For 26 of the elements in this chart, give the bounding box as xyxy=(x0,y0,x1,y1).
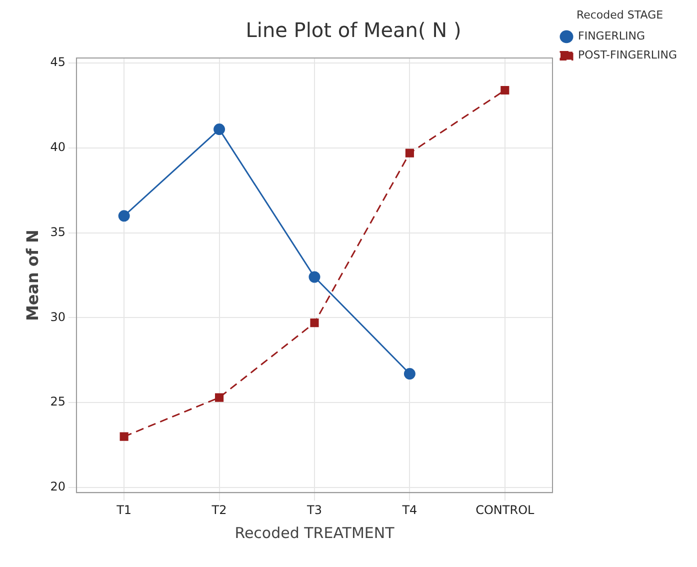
point xyxy=(310,318,319,328)
point xyxy=(118,210,130,222)
point xyxy=(214,124,226,136)
point xyxy=(404,368,416,380)
legend-label: POST-FINGERLING xyxy=(578,48,678,62)
y-tick-label: 30 xyxy=(50,310,66,324)
x-tick-label: T3 xyxy=(306,502,322,517)
y-axis-title: Mean of N xyxy=(22,230,42,322)
x-tick-label: T2 xyxy=(210,502,227,517)
point xyxy=(500,86,510,95)
x-tick-label: T1 xyxy=(116,502,132,517)
point xyxy=(214,393,224,402)
point xyxy=(308,271,320,283)
y-tick-label: 45 xyxy=(50,55,66,70)
x-axis-title: Recoded TREATMENT xyxy=(234,524,396,542)
legend-title: Recoded STAGE xyxy=(576,8,664,22)
x-tick-label: T4 xyxy=(401,502,418,517)
y-tick-label: 35 xyxy=(50,224,66,239)
point xyxy=(120,432,128,441)
point xyxy=(405,148,414,158)
y-tick-label: 25 xyxy=(50,394,66,409)
y-tick-label: 40 xyxy=(50,140,66,154)
chart-title: Line Plot of Mean( N ) xyxy=(246,18,462,42)
x-tick-label: CONTROL xyxy=(476,502,535,517)
y-tick-label: 20 xyxy=(50,480,66,494)
legend-label: FINGERLING xyxy=(578,30,646,43)
